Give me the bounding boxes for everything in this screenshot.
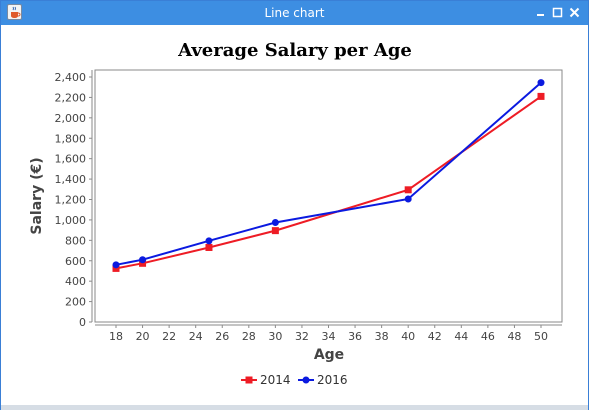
- window-bottom-border: [1, 405, 588, 410]
- x-tick-label: 32: [295, 330, 309, 343]
- y-tick-label: 800: [65, 234, 86, 247]
- y-tick-label: 2,000: [55, 112, 87, 125]
- x-tick-label: 50: [534, 330, 548, 343]
- x-tick-label: 24: [189, 330, 203, 343]
- y-tick-label: 1,000: [55, 214, 87, 227]
- data-point-2014: [112, 264, 120, 272]
- window-title: Line chart: [264, 6, 325, 20]
- series-line-2014: [115, 95, 542, 270]
- y-tick-label: 0: [79, 316, 86, 329]
- chart-title: Average Salary per Age: [177, 40, 412, 61]
- data-point-2014: [537, 92, 545, 100]
- x-tick-label: 42: [428, 330, 442, 343]
- data-point-2016: [271, 218, 279, 226]
- x-tick-label: 30: [268, 330, 282, 343]
- x-tick-label: 36: [348, 330, 362, 343]
- y-tick-label: 600: [65, 255, 86, 268]
- data-point-2016: [205, 237, 213, 245]
- data-point-2016: [404, 195, 412, 203]
- data-point-2016: [139, 256, 147, 264]
- y-tick-label: 400: [65, 275, 86, 288]
- minimize-icon[interactable]: [533, 5, 548, 20]
- legend-label-2014: 2014: [260, 373, 291, 387]
- x-tick-label: 46: [481, 330, 495, 343]
- close-icon[interactable]: [567, 5, 582, 20]
- x-tick-label: 18: [109, 330, 123, 343]
- line-chart: Average Salary per Age 0 200 400 600 800 1,000…: [29, 40, 563, 387]
- y-tick-label: 1,800: [55, 132, 87, 145]
- y-axis-label: Salary (€): [29, 157, 45, 234]
- data-point-2014: [205, 243, 213, 251]
- data-point-2014: [139, 259, 147, 267]
- x-tick-label: 40: [401, 330, 415, 343]
- x-axis-label: Age: [314, 347, 344, 363]
- legend-marker-2016: [302, 376, 310, 384]
- plot-area: [94, 69, 563, 323]
- legend-label-2016: 2016: [317, 373, 348, 387]
- x-tick-label: 48: [507, 330, 521, 343]
- x-tick-label: 22: [162, 330, 176, 343]
- y-tick-label: 1,400: [55, 173, 87, 186]
- y-tick-label: 1,600: [55, 153, 87, 166]
- data-point-2016: [537, 79, 545, 87]
- y-tick-label: 200: [65, 296, 86, 309]
- title-bar[interactable]: Line chart: [1, 1, 588, 25]
- data-point-2016: [112, 261, 120, 269]
- x-tick-label: 20: [136, 330, 150, 343]
- x-tick-label: 34: [322, 330, 336, 343]
- series-line-2016: [115, 81, 542, 266]
- y-tick-label: 2,200: [55, 91, 87, 104]
- java-cup-icon: [7, 4, 22, 20]
- maximize-icon[interactable]: [550, 5, 565, 20]
- x-tick-label: 44: [454, 330, 468, 343]
- y-tick-label: 2,400: [55, 71, 87, 84]
- data-point-2014: [271, 227, 279, 235]
- y-tick-label: 1,200: [55, 194, 87, 207]
- x-tick-label: 38: [375, 330, 389, 343]
- data-point-2014: [404, 186, 412, 194]
- legend-marker-2014: [245, 376, 253, 384]
- x-tick-label: 28: [242, 330, 256, 343]
- x-tick-label: 26: [215, 330, 229, 343]
